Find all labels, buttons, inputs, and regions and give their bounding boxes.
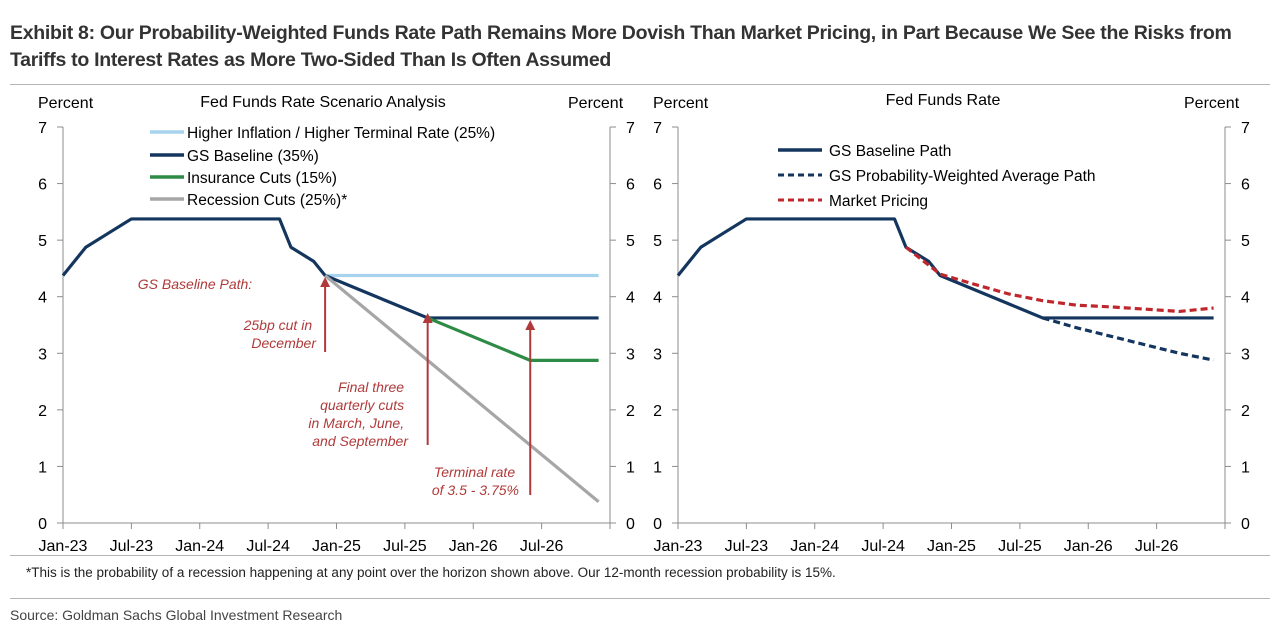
title-divider bbox=[10, 84, 1270, 85]
annotation-quarterly-line2: quarterly cuts bbox=[320, 397, 404, 413]
left-ytick-label-left: 7 bbox=[38, 120, 47, 137]
right-ytick-label-left: 6 bbox=[653, 177, 662, 194]
annotation-terminal-line1: Terminal rate bbox=[434, 464, 515, 480]
left-ylabel-right: Percent bbox=[568, 95, 624, 112]
left-ytick-label-right: 7 bbox=[626, 120, 635, 137]
arrow-december-cut-head bbox=[320, 277, 331, 287]
annotation-december-line1: 25bp cut in bbox=[243, 317, 313, 333]
right-ytick-label-right: 2 bbox=[1241, 403, 1250, 420]
right-xtick-label: Jul-23 bbox=[725, 538, 769, 555]
right-xtick-label: Jan-25 bbox=[927, 538, 976, 555]
right-xtick-label: Jul-24 bbox=[861, 538, 905, 555]
left-series-line-3 bbox=[324, 274, 600, 504]
annotation-quarterly-line4: and September bbox=[312, 433, 409, 449]
left-ytick-label-right: 6 bbox=[626, 177, 635, 194]
left-ytick-label-right: 2 bbox=[626, 403, 635, 420]
left-ytick-label-left: 1 bbox=[38, 459, 47, 476]
right-ytick-label-right: 7 bbox=[1241, 120, 1250, 137]
right-ytick-label-left: 7 bbox=[653, 120, 662, 137]
right-xtick-label: Jan-24 bbox=[790, 538, 839, 555]
charts-canvas: Percent Percent Fed Funds Rate Scenario … bbox=[38, 92, 1250, 555]
left-ytick-label-left: 4 bbox=[38, 290, 47, 307]
legend-label-market-pricing: Market Pricing bbox=[829, 193, 928, 210]
right-xtick-label: Jan-26 bbox=[1064, 538, 1113, 555]
left-xtick-label: Jan-24 bbox=[175, 538, 224, 555]
annotation-december-cut: 25bp cut in December bbox=[243, 317, 318, 351]
left-chart-title: Fed Funds Rate Scenario Analysis bbox=[200, 94, 445, 111]
left-legend: Higher Inflation / Higher Terminal Rate … bbox=[150, 125, 495, 209]
annotations: GS Baseline Path: 25bp cut in December F… bbox=[138, 276, 519, 498]
right-xtick-label: Jul-25 bbox=[998, 538, 1042, 555]
left-ytick-label-right: 1 bbox=[626, 459, 635, 476]
left-ytick-label-left: 6 bbox=[38, 177, 47, 194]
arrow-terminal-rate-head bbox=[525, 320, 536, 330]
left-xtick-label: Jan-23 bbox=[39, 538, 88, 555]
left-ytick-label-right: 4 bbox=[626, 290, 635, 307]
annotation-baseline-path: GS Baseline Path: bbox=[138, 276, 253, 292]
annotation-quarterly-cuts: Final three quarterly cuts in March, Jun… bbox=[308, 379, 409, 449]
right-ytick-label-left: 1 bbox=[653, 459, 662, 476]
right-ylabel-left: Percent bbox=[653, 95, 709, 112]
left-ylabel-left: Percent bbox=[38, 95, 94, 112]
right-xtick-label: Jul-26 bbox=[1135, 538, 1179, 555]
annotation-december-line2: December bbox=[251, 335, 317, 351]
right-ylabel-right: Percent bbox=[1184, 95, 1240, 112]
right-ytick-label-left: 2 bbox=[653, 403, 662, 420]
footnote: *This is the probability of a recession … bbox=[26, 565, 836, 580]
legend-label-insurance-cuts: Insurance Cuts (15%) bbox=[187, 170, 337, 187]
right-ytick-label-left: 4 bbox=[653, 290, 662, 307]
left-ytick-label-left: 0 bbox=[38, 516, 47, 533]
left-ytick-label-right: 5 bbox=[626, 233, 635, 250]
left-xtick-label: Jan-25 bbox=[312, 538, 361, 555]
left-series-line-2 bbox=[427, 316, 599, 362]
right-series-line-0 bbox=[676, 217, 1214, 320]
left-xtick-label: Jul-26 bbox=[520, 538, 564, 555]
left-ytick-label-left: 5 bbox=[38, 233, 47, 250]
left-series-line-1 bbox=[61, 217, 599, 320]
arrow-quarterly-cuts-head bbox=[422, 313, 433, 323]
right-ytick-label-left: 3 bbox=[653, 346, 662, 363]
chart-title: Exhibit 8: Our Probability-Weighted Fund… bbox=[10, 22, 1232, 71]
left-ytick-label-left: 2 bbox=[38, 403, 47, 420]
right-ytick-label-right: 1 bbox=[1241, 459, 1250, 476]
chart-bottom-divider bbox=[10, 555, 1270, 556]
source-divider bbox=[10, 598, 1270, 599]
right-legend: GS Baseline Path GS Probability-Weighted… bbox=[778, 143, 1096, 210]
legend-label-gs-baseline: GS Baseline (35%) bbox=[187, 148, 319, 165]
right-chart-title: Fed Funds Rate bbox=[886, 92, 1001, 109]
right-ytick-label-right: 3 bbox=[1241, 346, 1250, 363]
left-ytick-label-right: 0 bbox=[626, 516, 635, 533]
right-chart-panel: 0 0 1 1 2 2 3 3 4 4 5 5 6 6 7 7 Jan-23 Jul-23 Jan-24 Jul-24… bbox=[653, 120, 1250, 555]
right-series-line-2 bbox=[904, 245, 1214, 314]
annotation-terminal-line2: of 3.5 - 3.75% bbox=[432, 482, 519, 498]
left-chart-panel: 0 0 1 1 2 2 3 3 4 4 5 5 6 6 7 7 Jan-23 Jul-23 Jan-24 Jul-24… bbox=[38, 120, 635, 555]
left-xtick-label: Jul-23 bbox=[110, 538, 154, 555]
annotation-quarterly-line3: in March, June, bbox=[308, 415, 404, 431]
source-note: Source: Goldman Sachs Global Investment … bbox=[10, 607, 343, 623]
legend-label-higher-inflation: Higher Inflation / Higher Terminal Rate … bbox=[187, 125, 495, 142]
right-ytick-label-right: 0 bbox=[1241, 516, 1250, 533]
right-ytick-label-left: 5 bbox=[653, 233, 662, 250]
left-xtick-label: Jan-26 bbox=[449, 538, 498, 555]
left-xtick-label: Jul-25 bbox=[383, 538, 427, 555]
annotation-quarterly-line1: Final three bbox=[338, 379, 404, 395]
left-ytick-label-left: 3 bbox=[38, 346, 47, 363]
right-xtick-label: Jan-23 bbox=[654, 538, 703, 555]
right-ytick-label-right: 5 bbox=[1241, 233, 1250, 250]
legend-label-prob-weighted: GS Probability-Weighted Average Path bbox=[829, 168, 1096, 185]
left-ytick-label-right: 3 bbox=[626, 346, 635, 363]
right-ytick-label-left: 0 bbox=[653, 516, 662, 533]
right-ytick-label-right: 6 bbox=[1241, 177, 1250, 194]
legend-label-gs-baseline-path: GS Baseline Path bbox=[829, 143, 951, 160]
right-series-line-1 bbox=[1042, 316, 1214, 362]
left-xtick-label: Jul-24 bbox=[246, 538, 290, 555]
legend-label-recession-cuts: Recession Cuts (25%)* bbox=[187, 192, 347, 209]
right-ytick-label-right: 4 bbox=[1241, 290, 1250, 307]
annotation-terminal-rate: Terminal rate of 3.5 - 3.75% bbox=[432, 464, 519, 498]
